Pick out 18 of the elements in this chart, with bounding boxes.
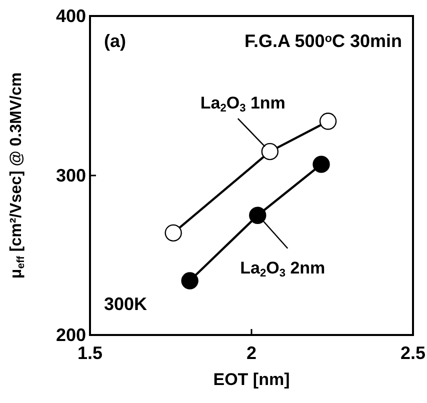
y-tick-label: 400	[56, 6, 86, 26]
point	[249, 206, 266, 224]
x-tick-label: 1.5	[77, 343, 103, 363]
x-tick-label: 2.5	[400, 343, 426, 363]
legend-label: La$_{2}$O$_{3}$ 2nm	[240, 258, 326, 280]
point	[261, 142, 279, 160]
point	[312, 156, 330, 173]
x-tick-label: 2	[246, 343, 257, 363]
point	[319, 112, 337, 130]
point	[181, 272, 198, 290]
series-label: La$_{2}$O$_{3}$ 1nm	[200, 94, 286, 115]
y-tick-label: 200	[56, 325, 86, 345]
annotation: F.G.A 500$^{o}$C 30min	[244, 31, 402, 51]
x-axis-title: EOT [nm]	[213, 370, 290, 389]
point	[164, 224, 182, 242]
annotation: 300K	[104, 294, 148, 314]
y-tick-label: 300	[56, 166, 86, 186]
annotation: (a)	[104, 31, 126, 51]
